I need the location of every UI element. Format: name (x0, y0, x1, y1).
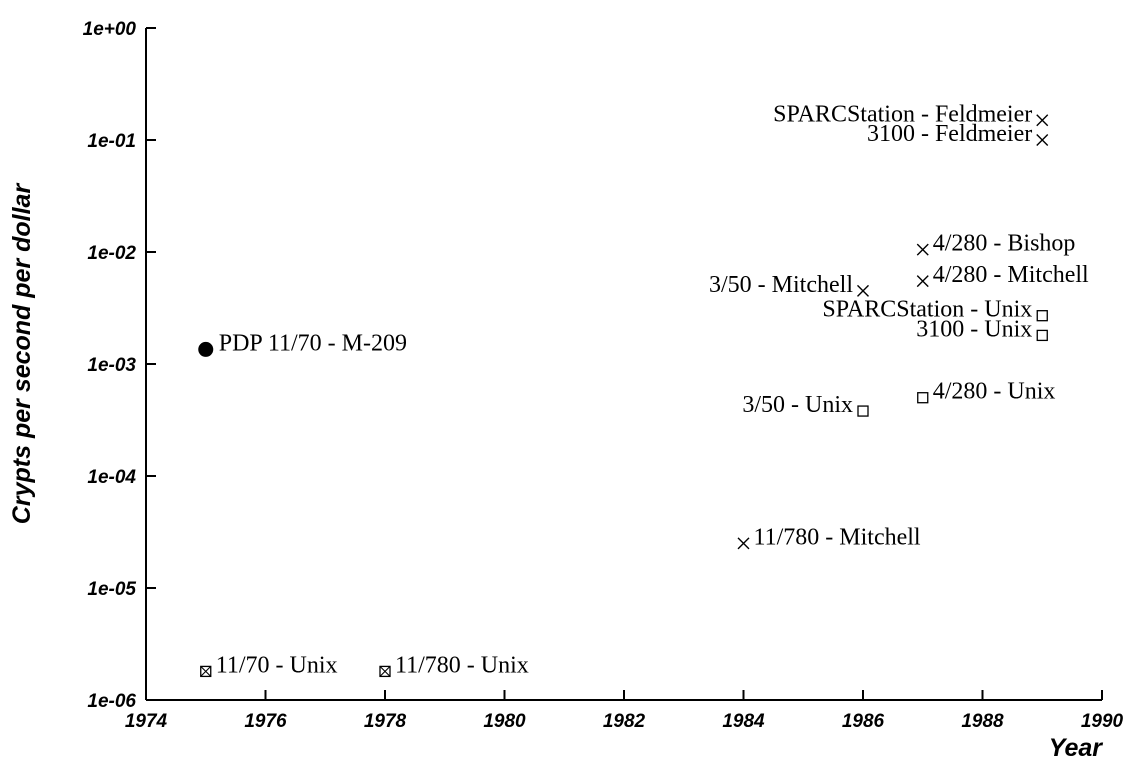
point-label: SPARCStation - Unix (822, 297, 1032, 323)
point-label: 3/50 - Mitchell (709, 272, 853, 298)
y-tick-label: 1e+00 (83, 19, 137, 40)
data-point: 11/780 - Mitchell (737, 524, 921, 550)
boxcross-marker-x (379, 666, 391, 677)
y-tick-label: 1e-03 (87, 355, 136, 376)
x-axis-ticks: 1974 1976 1978 1980 1982 1984 1986 1988 1990 (125, 690, 1124, 732)
data-point: 3/50 - Mitchell (709, 272, 869, 298)
x-tick-label: 1976 (244, 711, 287, 732)
data-point: PDP 11/70 - M-209 (198, 330, 407, 357)
cross-marker (857, 284, 869, 297)
data-point: 11/70 - Unix (200, 652, 338, 678)
point-label: 4/280 - Bishop (933, 231, 1076, 257)
point-label: PDP 11/70 - M-209 (219, 330, 407, 356)
x-tick-label: 1982 (603, 711, 646, 732)
data-point: 3100 - Unix (916, 316, 1048, 342)
data-point: 4/280 - Mitchell (916, 262, 1089, 288)
x-tick-label: 1986 (842, 711, 885, 732)
point-label: 11/780 - Mitchell (754, 524, 921, 550)
point-label: 3/50 - Unix (742, 392, 853, 418)
square-marker (1036, 310, 1048, 322)
y-axis-title: Crypts per second per dollar (8, 183, 36, 525)
y-tick-label: 1e-01 (87, 131, 136, 152)
square-marker (917, 392, 929, 404)
cross-marker (737, 537, 750, 550)
square-marker (857, 405, 869, 417)
y-tick-label: 1e-06 (87, 691, 136, 712)
dot-marker (198, 341, 214, 357)
x-axis-title: Year (1049, 734, 1104, 762)
cross-marker (916, 243, 929, 256)
data-points: PDP 11/70 - M-209 11/70 - Unix 11/780 - Un… (198, 101, 1089, 678)
point-label: 3100 - Feldmeier (867, 121, 1032, 147)
data-point: 3100 - Feldmeier (867, 121, 1049, 147)
x-tick-label: 1988 (961, 711, 1004, 732)
point-label: 11/70 - Unix (216, 652, 338, 678)
point-label: 4/280 - Mitchell (933, 262, 1089, 288)
x-tick-label: 1990 (1081, 711, 1124, 732)
point-label: SPARCStation - Feldmeier (773, 101, 1032, 127)
boxcross-marker-x (200, 666, 212, 677)
cross-marker (1036, 114, 1049, 127)
data-point: SPARCStation - Unix (822, 297, 1048, 323)
cross-marker (1036, 134, 1049, 146)
data-point: SPARCStation - Feldmeier (773, 101, 1049, 127)
y-axis-ticks: 1e-06 1e-05 1e-04 1e-03 1e-02 1e-01 1e+00 (83, 19, 156, 712)
cross-marker (916, 275, 929, 288)
data-point: 4/280 - Unix (917, 379, 1056, 405)
x-tick-label: 1980 (483, 711, 526, 732)
square-marker (1036, 329, 1048, 342)
data-point: 11/780 - Unix (379, 652, 529, 678)
y-tick-label: 1e-04 (87, 467, 136, 488)
point-label: 11/780 - Unix (395, 652, 529, 678)
data-point: 4/280 - Bishop (916, 231, 1076, 257)
x-tick-label: 1978 (364, 711, 407, 732)
x-tick-label: 1974 (125, 711, 168, 732)
point-label: 4/280 - Unix (933, 379, 1056, 405)
y-tick-label: 1e-05 (87, 579, 136, 600)
point-label: 3100 - Unix (916, 316, 1032, 342)
data-point: 3/50 - Unix (742, 392, 869, 418)
x-tick-label: 1984 (722, 711, 765, 732)
y-tick-label: 1e-02 (87, 243, 136, 264)
